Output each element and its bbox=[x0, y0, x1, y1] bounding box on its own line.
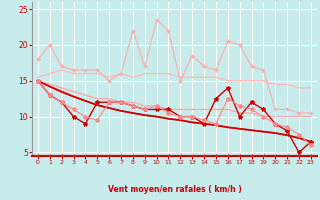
X-axis label: Vent moyen/en rafales ( km/h ): Vent moyen/en rafales ( km/h ) bbox=[108, 185, 241, 194]
